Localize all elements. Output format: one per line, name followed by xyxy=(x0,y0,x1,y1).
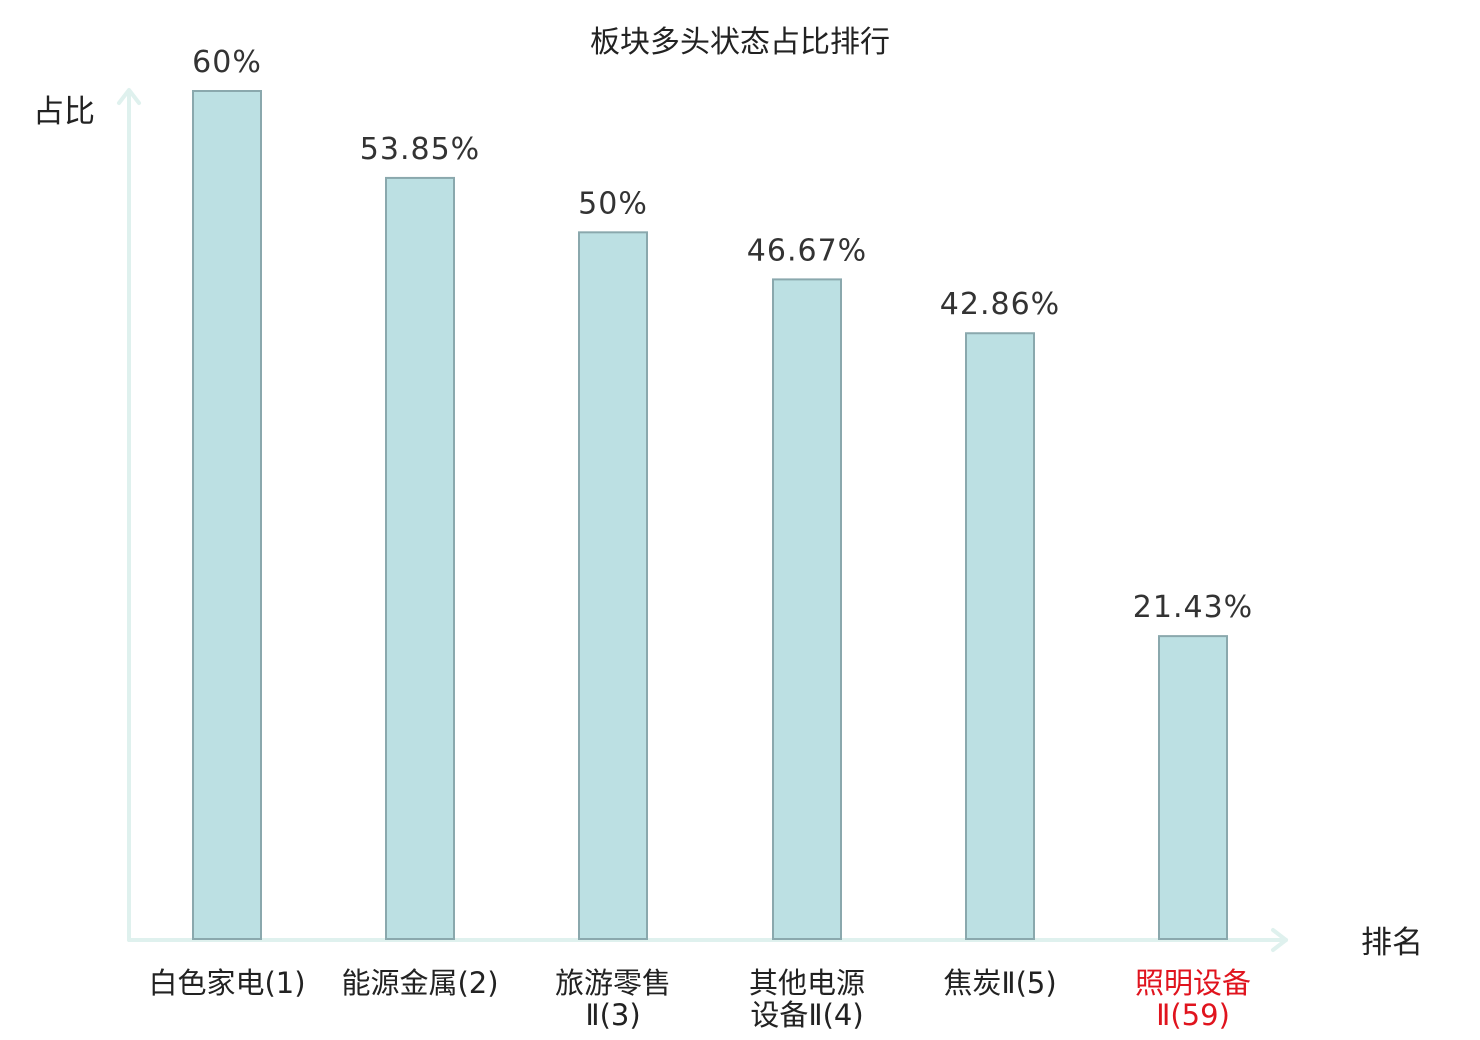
x-axis-arrow xyxy=(1271,928,1288,952)
bars-group xyxy=(192,90,1228,941)
category-label: 其他电源 xyxy=(749,966,865,1000)
category-label: Ⅱ(59) xyxy=(1156,998,1230,1032)
value-label: 60% xyxy=(192,45,262,80)
bar xyxy=(965,332,1035,940)
bar xyxy=(1158,635,1228,940)
bar xyxy=(578,231,648,941)
chart-title: 板块多头状态占比排行 xyxy=(590,25,890,60)
category-label: 旅游零售 xyxy=(555,966,671,1000)
value-label: 46.67% xyxy=(747,233,867,268)
value-label: 53.85% xyxy=(360,132,480,167)
category-label: 设备Ⅱ(4) xyxy=(750,998,863,1032)
y-axis-label: 占比 xyxy=(33,94,95,130)
category-label: 焦炭Ⅱ(5) xyxy=(943,966,1056,1000)
category-label: Ⅱ(3) xyxy=(585,998,640,1032)
bar xyxy=(772,278,842,940)
category-label: 能源金属(2) xyxy=(341,966,498,1000)
category-label: 照明设备 xyxy=(1135,966,1251,1000)
value-labels-group: 60% 53.85% 50% 46.67% 42.86% 21.43% xyxy=(192,45,1253,625)
category-label: 白色家电(1) xyxy=(148,966,305,1000)
value-label: 50% xyxy=(578,186,648,221)
x-axis-label: 排名 xyxy=(1361,925,1423,961)
bar xyxy=(192,90,262,940)
value-label: 21.43% xyxy=(1133,590,1253,625)
bar xyxy=(385,176,455,941)
value-label: 42.86% xyxy=(940,287,1060,322)
